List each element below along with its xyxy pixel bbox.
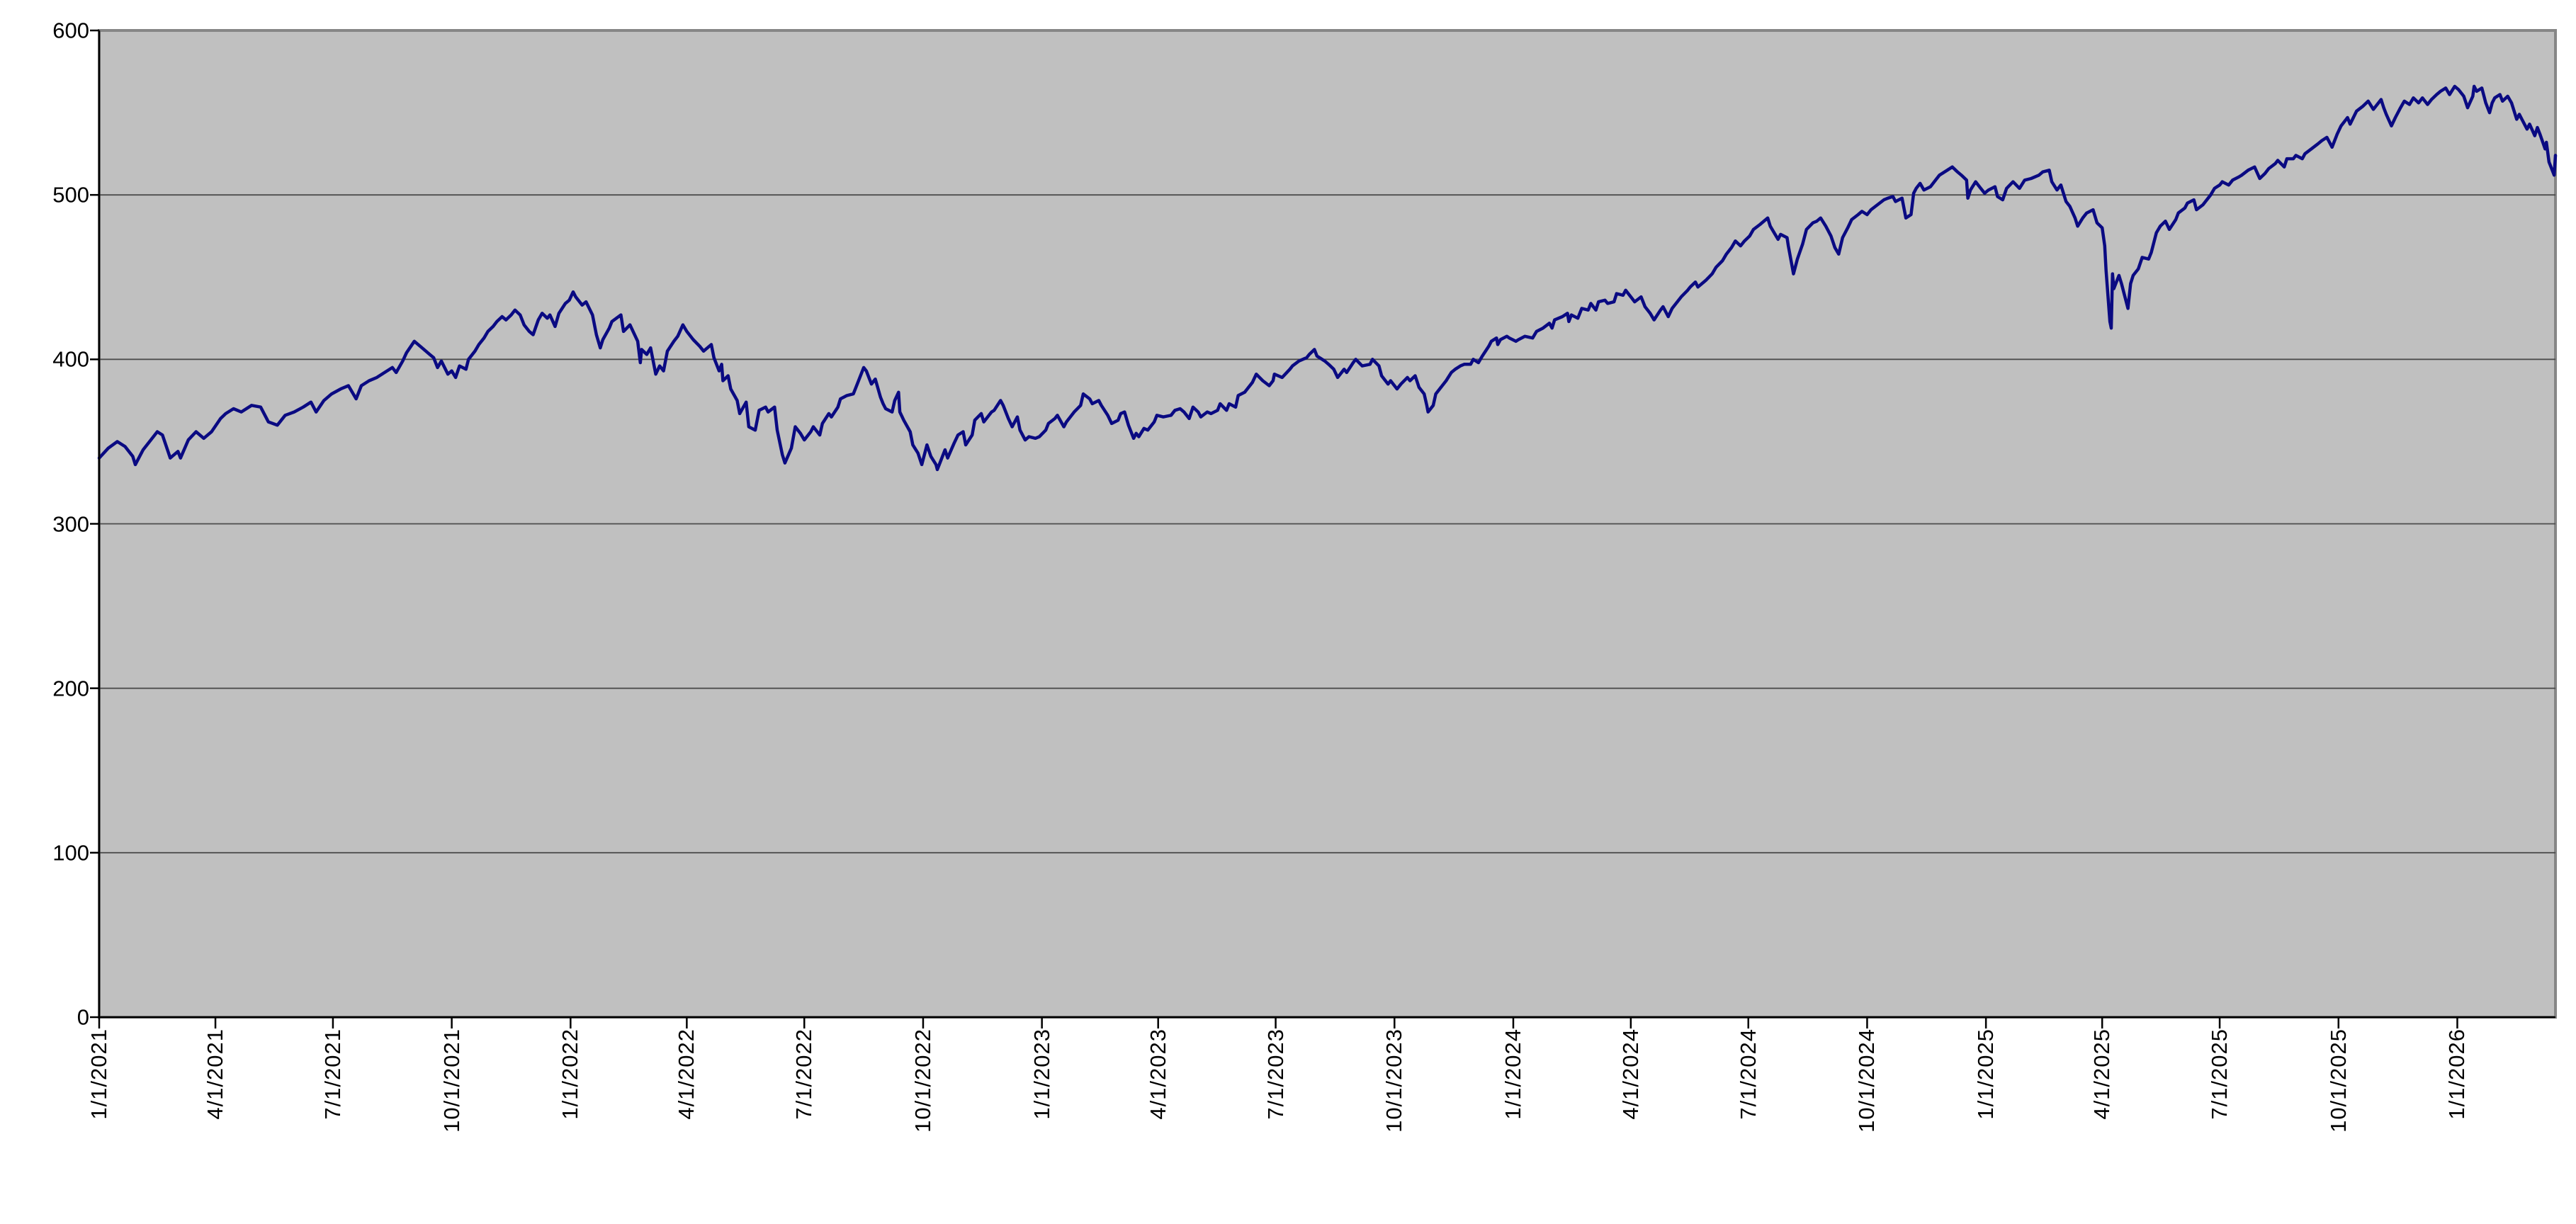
x-axis-label-10-1-2021: 10/1/2021 bbox=[439, 1028, 464, 1133]
y-axis-label-600: 600 bbox=[52, 18, 89, 43]
y-axis-label-0: 0 bbox=[77, 1004, 89, 1030]
x-axis-label-10-1-2024: 10/1/2024 bbox=[1854, 1028, 1880, 1133]
y-axis-label-400: 400 bbox=[52, 346, 89, 372]
x-axis-label-4-1-2025: 4/1/2025 bbox=[2089, 1028, 2115, 1120]
x-axis-label-7-1-2024: 7/1/2024 bbox=[1735, 1028, 1761, 1120]
x-axis-label-1-1-2024: 1/1/2024 bbox=[1500, 1028, 1525, 1120]
y-axis-label-300: 300 bbox=[52, 511, 89, 536]
y-axis-label-500: 500 bbox=[52, 182, 89, 208]
x-axis-label-4-1-2022: 4/1/2022 bbox=[674, 1028, 699, 1120]
x-axis-label-10-1-2022: 10/1/2022 bbox=[910, 1028, 935, 1133]
x-axis-label-4-1-2021: 4/1/2021 bbox=[203, 1028, 228, 1120]
y-axis-label-200: 200 bbox=[52, 676, 89, 701]
x-axis-label-1-1-2025: 1/1/2025 bbox=[1973, 1028, 1999, 1120]
x-axis-label-1-1-2026: 1/1/2026 bbox=[2444, 1028, 2470, 1120]
x-axis-label-10-1-2023: 10/1/2023 bbox=[1382, 1028, 1407, 1133]
x-axis-label-7-1-2022: 7/1/2022 bbox=[791, 1028, 817, 1120]
x-axis-label-7-1-2021: 7/1/2021 bbox=[320, 1028, 345, 1120]
x-axis-label-4-1-2023: 4/1/2023 bbox=[1145, 1028, 1170, 1120]
y-axis-label-100: 100 bbox=[52, 840, 89, 866]
price-line bbox=[97, 84, 2558, 472]
x-axis-label-1-1-2022: 1/1/2022 bbox=[558, 1028, 583, 1120]
x-axis-label-1-1-2021: 1/1/2021 bbox=[86, 1028, 111, 1120]
x-axis-label-10-1-2025: 10/1/2025 bbox=[2325, 1028, 2351, 1133]
x-axis-label-1-1-2023: 1/1/2023 bbox=[1029, 1028, 1054, 1120]
x-axis-label-4-1-2024: 4/1/2024 bbox=[1617, 1028, 1643, 1120]
x-axis-label-7-1-2023: 7/1/2023 bbox=[1262, 1028, 1288, 1120]
x-axis-label-7-1-2025: 7/1/2025 bbox=[2207, 1028, 2232, 1120]
